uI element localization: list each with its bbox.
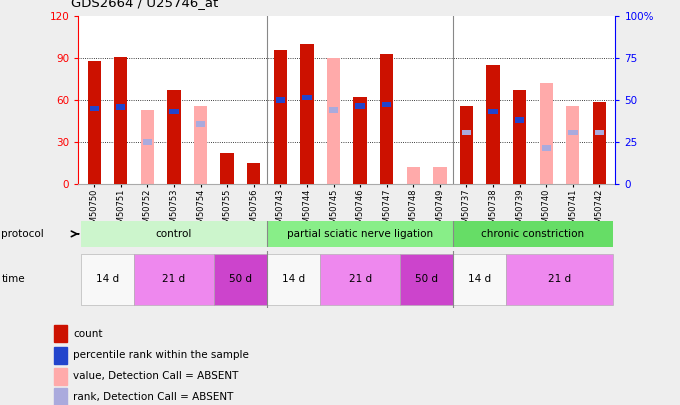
Text: 14 d: 14 d [469, 275, 492, 284]
Bar [88, 61, 101, 184]
Bar [488, 109, 498, 114]
Bar [407, 168, 420, 184]
Text: 50 d: 50 d [229, 275, 252, 284]
Text: time: time [1, 275, 25, 284]
Bar [329, 107, 338, 113]
Bar [275, 98, 285, 103]
Text: count: count [73, 328, 103, 339]
Bar [327, 58, 340, 184]
Text: rank, Detection Call = ABSENT: rank, Detection Call = ABSENT [73, 392, 234, 402]
Bar [54, 388, 67, 405]
Bar [320, 254, 400, 305]
Text: 21 d: 21 d [349, 275, 372, 284]
Bar [54, 347, 67, 364]
Bar [540, 83, 553, 184]
Bar [453, 254, 507, 305]
Bar [513, 90, 526, 184]
Bar [220, 153, 234, 184]
Text: partial sciatic nerve ligation: partial sciatic nerve ligation [287, 229, 433, 239]
Bar [214, 254, 267, 305]
Text: 50 d: 50 d [415, 275, 438, 284]
Bar [301, 44, 313, 184]
Bar [247, 163, 260, 184]
Bar [141, 110, 154, 184]
Bar [460, 106, 473, 184]
Text: 21 d: 21 d [548, 275, 571, 284]
Bar [541, 145, 551, 151]
Text: percentile rank within the sample: percentile rank within the sample [73, 350, 250, 360]
Bar [81, 221, 267, 247]
Bar [593, 102, 606, 184]
Bar [90, 106, 99, 111]
Bar [568, 130, 577, 135]
Bar [486, 65, 500, 184]
Bar [382, 102, 392, 107]
Text: control: control [156, 229, 192, 239]
Bar [220, 153, 234, 184]
Bar [247, 163, 260, 184]
Bar [114, 57, 127, 184]
Bar [196, 121, 205, 127]
Bar [54, 368, 67, 385]
Bar [143, 139, 152, 145]
Bar [400, 254, 453, 305]
Text: protocol: protocol [1, 229, 44, 239]
Bar [134, 254, 214, 305]
Bar [433, 168, 447, 184]
Bar [462, 130, 471, 135]
Bar [380, 54, 393, 184]
Bar [81, 254, 134, 305]
Bar [267, 254, 320, 305]
Bar [595, 130, 604, 135]
Bar [302, 95, 311, 100]
Bar [167, 90, 181, 184]
Bar [273, 50, 287, 184]
Text: 14 d: 14 d [96, 275, 119, 284]
Bar [116, 104, 125, 110]
Bar [453, 221, 613, 247]
Bar [267, 221, 453, 247]
Bar [194, 106, 207, 184]
Bar [356, 103, 364, 109]
Bar [54, 325, 67, 342]
Text: 14 d: 14 d [282, 275, 305, 284]
Text: value, Detection Call = ABSENT: value, Detection Call = ABSENT [73, 371, 239, 381]
Text: 21 d: 21 d [163, 275, 186, 284]
Bar [566, 106, 579, 184]
Bar [595, 130, 604, 135]
Bar [515, 117, 524, 123]
Text: chronic constriction: chronic constriction [481, 229, 585, 239]
Bar [169, 109, 179, 114]
Bar [507, 254, 613, 305]
Bar [354, 98, 367, 184]
Text: GDS2664 / U25746_at: GDS2664 / U25746_at [71, 0, 219, 9]
